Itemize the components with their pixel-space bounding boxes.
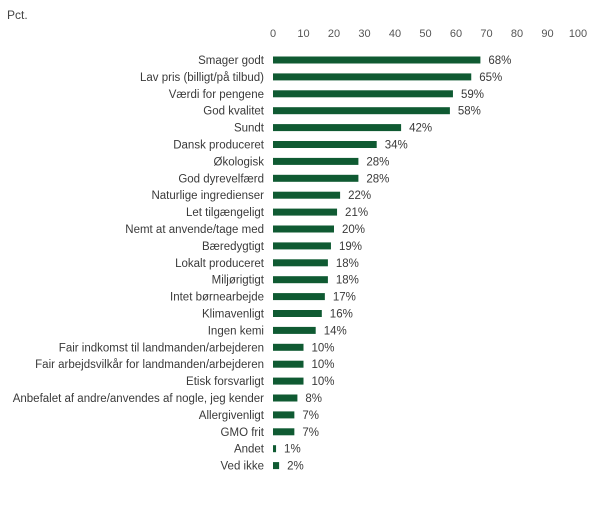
value-label: 59% xyxy=(461,89,484,101)
category-label: Fair indkomst til landmanden/arbejderen xyxy=(59,342,264,354)
x-tick-label: 90 xyxy=(541,28,553,40)
bar xyxy=(273,90,453,98)
value-label: 10% xyxy=(312,342,335,354)
bar xyxy=(273,377,304,385)
category-label: Let tilgængeligt xyxy=(186,207,265,219)
category-label: Lokalt produceret xyxy=(175,258,265,270)
category-label: Andet xyxy=(234,444,265,456)
value-label: 10% xyxy=(312,376,335,388)
x-tick-label: 100 xyxy=(569,28,587,40)
value-label: 8% xyxy=(305,393,322,405)
x-tick-label: 30 xyxy=(358,28,370,40)
value-label: 19% xyxy=(339,241,362,253)
value-label: 18% xyxy=(336,275,359,287)
value-label: 20% xyxy=(342,224,365,236)
value-label: 2% xyxy=(287,461,304,473)
x-tick-label: 0 xyxy=(270,28,276,40)
category-label: Klimavenligt xyxy=(202,309,265,321)
bar xyxy=(273,73,472,81)
category-label: Smager godt xyxy=(198,55,265,67)
value-label: 42% xyxy=(409,123,432,135)
category-label: Sundt xyxy=(234,123,265,135)
bar xyxy=(273,276,328,284)
bar xyxy=(273,157,359,165)
x-tick-label: 10 xyxy=(297,28,309,40)
x-tick-label: 50 xyxy=(419,28,431,40)
bar xyxy=(273,191,341,199)
category-label: Miljørigtigt xyxy=(212,275,265,287)
category-label: Intet børnearbejde xyxy=(170,292,264,304)
category-label: Ved ikke xyxy=(221,461,264,473)
category-label: Dansk produceret xyxy=(173,140,265,152)
bar xyxy=(273,343,304,351)
category-label: Værdi for pengene xyxy=(169,89,264,101)
bar xyxy=(273,242,331,250)
bar xyxy=(273,56,481,64)
category-label: Bæredygtigt xyxy=(202,241,265,253)
bar xyxy=(273,259,328,267)
value-label: 28% xyxy=(366,156,389,168)
category-label: GMO frit xyxy=(221,427,265,439)
bar xyxy=(273,462,280,470)
x-tick-label: 70 xyxy=(480,28,492,40)
category-label: Ingen kemi xyxy=(208,325,264,337)
x-tick-label: 40 xyxy=(389,28,401,40)
bar xyxy=(273,394,298,402)
x-tick-label: 80 xyxy=(511,28,523,40)
value-label: 58% xyxy=(458,106,481,118)
value-label: 65% xyxy=(479,72,502,84)
bar xyxy=(273,428,295,436)
category-label: Økologisk xyxy=(214,156,265,168)
category-label: Etisk forsvarligt xyxy=(186,376,265,388)
value-label: 10% xyxy=(312,359,335,371)
bar xyxy=(273,411,295,419)
value-label: 14% xyxy=(324,325,347,337)
bar xyxy=(273,225,334,233)
bar xyxy=(273,310,322,317)
category-label: Fair arbejdsvilkår for landmanden/arbejd… xyxy=(35,359,264,371)
value-label: 7% xyxy=(302,427,319,439)
value-label: 68% xyxy=(488,55,511,67)
bar xyxy=(273,124,402,132)
value-label: 21% xyxy=(345,207,368,219)
x-tick-label: 20 xyxy=(328,28,340,40)
value-label: 34% xyxy=(385,140,408,152)
value-label: 16% xyxy=(330,309,353,321)
bar xyxy=(273,141,377,148)
bar xyxy=(273,107,450,115)
value-label: 18% xyxy=(336,258,359,270)
bar xyxy=(273,174,359,182)
value-label: 7% xyxy=(302,410,319,422)
category-label: God dyrevelfærd xyxy=(178,173,264,185)
bar xyxy=(273,326,316,334)
category-label: Anbefalet af andre/anvendes af nogle, je… xyxy=(13,393,264,405)
bar xyxy=(273,360,304,368)
category-label: Naturlige ingredienser xyxy=(151,190,264,202)
value-label: 28% xyxy=(366,173,389,185)
bar xyxy=(273,293,325,301)
category-label: Allergivenligt xyxy=(199,410,265,422)
value-label: 1% xyxy=(284,444,301,456)
category-label: Lav pris (billigt/på tilbud) xyxy=(140,72,264,84)
bar xyxy=(273,445,277,453)
unit-label: Pct. xyxy=(7,8,28,22)
category-label: God kvalitet xyxy=(203,106,265,118)
bar xyxy=(273,208,338,216)
value-label: 22% xyxy=(348,190,371,202)
value-label: 17% xyxy=(333,292,356,304)
category-label: Nemt at anvende/tage med xyxy=(125,224,264,236)
x-tick-label: 60 xyxy=(450,28,462,40)
